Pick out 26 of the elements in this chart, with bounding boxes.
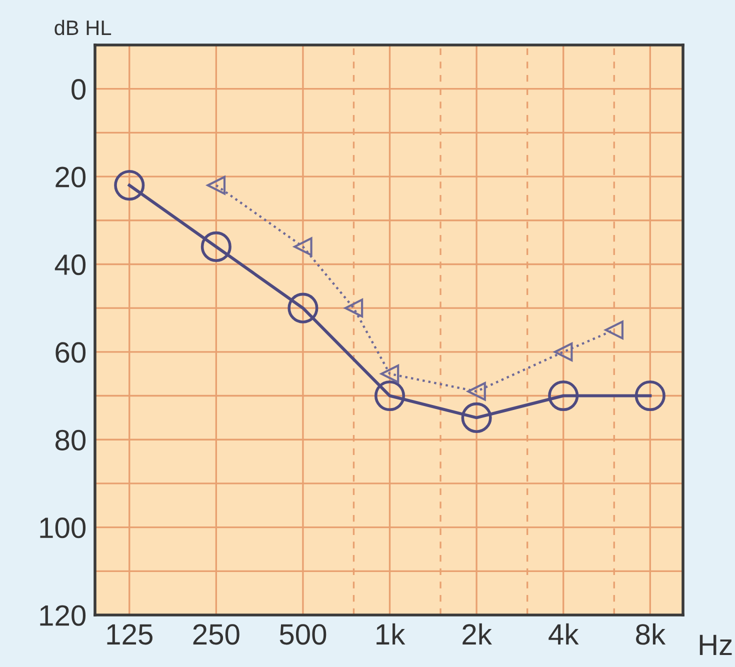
y-tick-label: 80 — [55, 430, 86, 450]
x-tick-label: 1k — [376, 623, 406, 644]
x-tick-label: 125 — [107, 624, 152, 645]
y-tick-label: 100 — [40, 518, 86, 538]
y-tick-label: 60 — [56, 342, 86, 363]
point — [548, 380, 579, 412]
y-tick-label: 40 — [54, 254, 86, 276]
x-tick-label: 4k — [548, 623, 579, 644]
y-axis-title: dB HL — [54, 20, 112, 36]
x-tick-label: 500 — [280, 624, 326, 645]
x-axis-title: Hz — [700, 634, 732, 655]
point — [114, 170, 145, 201]
point — [374, 380, 406, 412]
point — [200, 231, 232, 262]
x-tick-label: 2k — [462, 623, 492, 644]
y-tick-label: 120 — [40, 605, 86, 626]
y-tick-label: 20 — [56, 166, 86, 188]
point — [467, 382, 486, 401]
x-tick-label: 250 — [193, 624, 240, 645]
point — [380, 364, 400, 384]
y-tick-label: 0 — [72, 79, 86, 100]
x-tick-label: 8k — [636, 623, 666, 645]
point — [461, 402, 492, 433]
point — [634, 380, 666, 412]
point — [288, 292, 318, 324]
point — [554, 342, 573, 362]
